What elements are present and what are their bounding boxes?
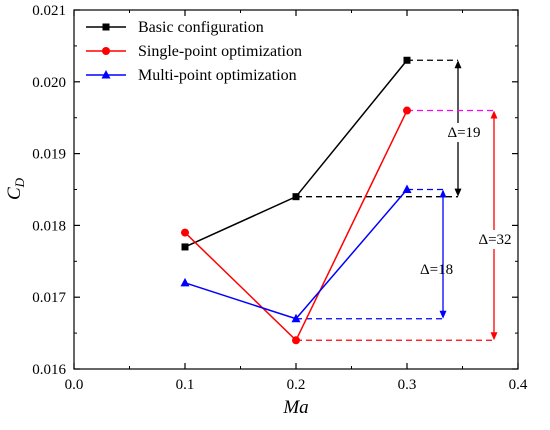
series-layer xyxy=(180,56,412,345)
y-tick-label: 0.018 xyxy=(32,218,66,234)
y-axis-title-main: C xyxy=(4,187,25,200)
series-line xyxy=(184,189,408,320)
y-tick-label: 0.017 xyxy=(32,290,66,306)
annotation-arrowhead-up xyxy=(439,189,447,198)
y-tick-label: 0.019 xyxy=(32,147,66,163)
legend-marker xyxy=(101,70,111,79)
annotation-label-bg xyxy=(473,230,517,249)
annotation-arrowhead-up xyxy=(454,60,462,69)
x-tick-label: 0.2 xyxy=(287,377,306,393)
annotation-label: Δ=32 xyxy=(478,232,511,248)
series-group xyxy=(181,106,411,345)
data-point xyxy=(291,313,301,323)
y-tick-label: 0.016 xyxy=(32,362,66,378)
y-axis-title-sub: D xyxy=(12,177,27,188)
annotation-arrowhead-down xyxy=(454,188,462,197)
y-tick-label: 0.020 xyxy=(32,75,66,91)
annotation-arrowhead-up xyxy=(490,110,498,119)
x-axis-title: Ma xyxy=(282,397,308,418)
series-group xyxy=(181,56,411,251)
legend-marker xyxy=(102,23,110,31)
annotation-label: Δ=19 xyxy=(447,125,480,141)
series-line xyxy=(184,59,408,248)
legend-label: Basic configuration xyxy=(138,19,264,36)
x-axis-ticks xyxy=(73,10,519,369)
data-point xyxy=(403,56,411,64)
legend-label: Multi-point optimization xyxy=(138,67,297,84)
series-group xyxy=(180,184,412,323)
data-point xyxy=(292,336,300,345)
data-point xyxy=(403,106,411,115)
data-point xyxy=(181,243,189,251)
y-tick-label: 0.021 xyxy=(32,3,66,19)
y-axis-ticks xyxy=(74,9,518,370)
legend-marker xyxy=(102,47,110,55)
data-point xyxy=(292,193,300,201)
x-tick-label: 0.4 xyxy=(509,377,528,393)
x-tick-label: 0.1 xyxy=(176,377,195,393)
x-axis-tick-labels: 0.0 0.1 0.2 0.3 0.4 xyxy=(65,377,528,393)
annotation-arrowhead-down xyxy=(439,310,447,319)
data-point xyxy=(402,184,412,193)
legend-label: Single-point optimization xyxy=(138,43,302,60)
difference-annotations: Δ=19 Δ=18 Δ=32 xyxy=(296,59,517,341)
data-point xyxy=(180,277,190,287)
x-tick-label: 0.0 xyxy=(65,377,84,393)
y-axis-title: CD xyxy=(4,177,27,200)
y-axis-tick-labels: 0.016 0.017 0.018 0.019 0.020 0.021 xyxy=(32,3,66,378)
x-tick-label: 0.3 xyxy=(398,377,417,393)
annotation-label-bg xyxy=(442,123,486,142)
legend: Basic configuration Single-point optimiza… xyxy=(86,19,302,84)
annotation-arrowhead-down xyxy=(490,332,498,341)
series-line xyxy=(184,110,408,342)
annotation-label: Δ=18 xyxy=(420,262,453,278)
data-point xyxy=(181,228,189,237)
